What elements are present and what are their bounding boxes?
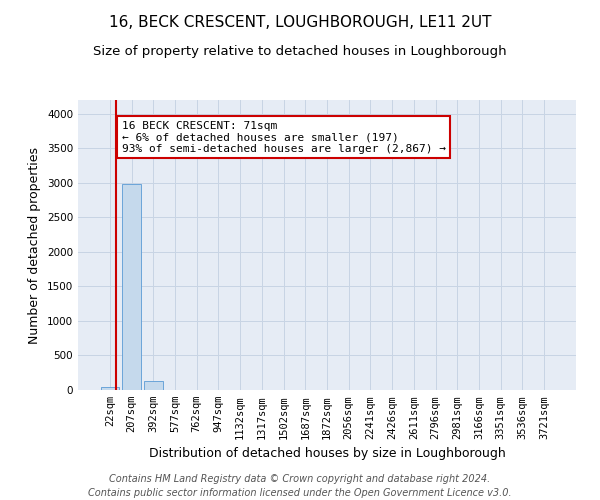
X-axis label: Distribution of detached houses by size in Loughborough: Distribution of detached houses by size … bbox=[149, 447, 505, 460]
Bar bbox=[101, 386, 119, 390]
Y-axis label: Number of detached properties: Number of detached properties bbox=[28, 146, 41, 344]
Text: Contains HM Land Registry data © Crown copyright and database right 2024.
Contai: Contains HM Land Registry data © Crown c… bbox=[88, 474, 512, 498]
Text: Size of property relative to detached houses in Loughborough: Size of property relative to detached ho… bbox=[93, 45, 507, 58]
Bar bbox=[144, 381, 163, 390]
Text: 16, BECK CRESCENT, LOUGHBOROUGH, LE11 2UT: 16, BECK CRESCENT, LOUGHBOROUGH, LE11 2U… bbox=[109, 15, 491, 30]
Text: 16 BECK CRESCENT: 71sqm
← 6% of detached houses are smaller (197)
93% of semi-de: 16 BECK CRESCENT: 71sqm ← 6% of detached… bbox=[122, 120, 446, 154]
Bar bbox=[122, 184, 141, 390]
